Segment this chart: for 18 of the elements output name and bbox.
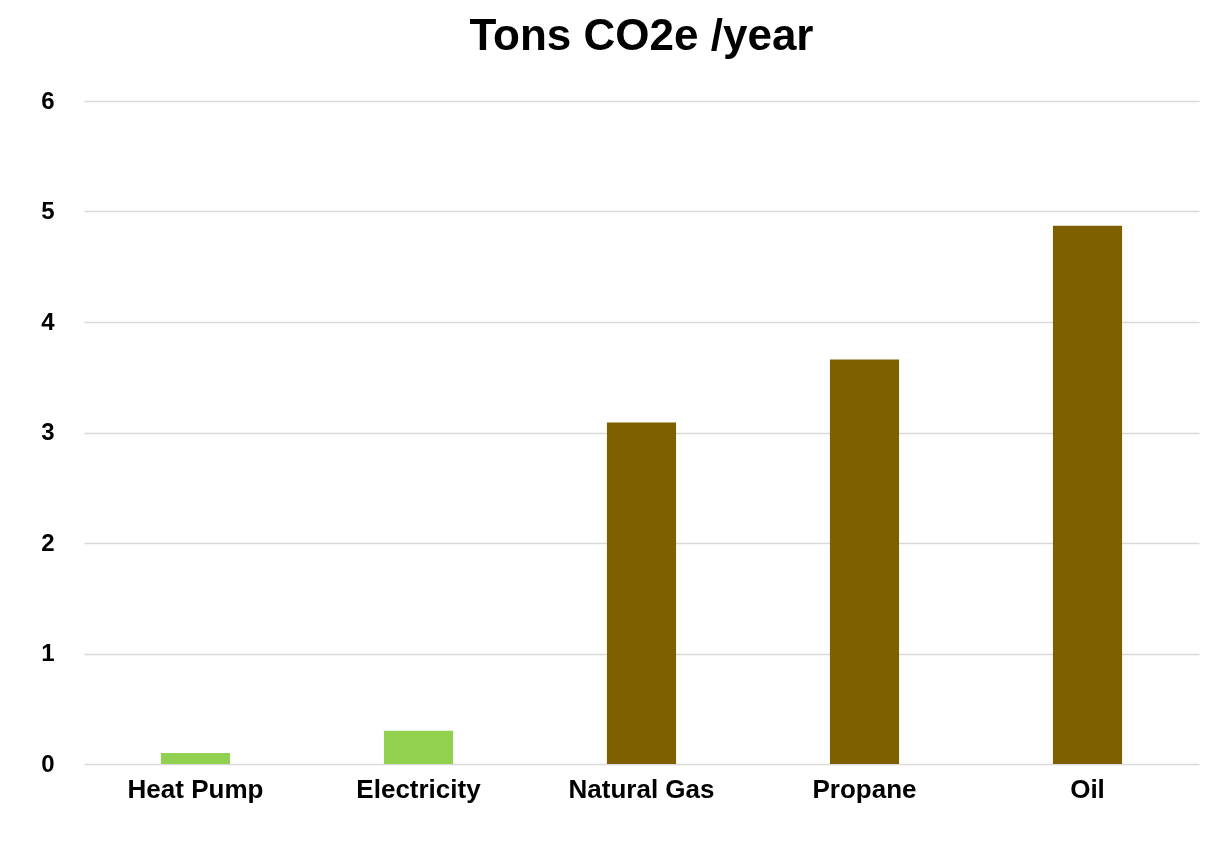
y-tick-label: 2 — [41, 528, 55, 556]
y-tick-label: 3 — [41, 418, 55, 445]
y-tick-label: 5 — [41, 197, 55, 224]
y-tick-label: 1 — [41, 639, 55, 666]
bar — [383, 730, 454, 764]
y-tick-label: 4 — [41, 307, 56, 335]
chart-title: Tons CO2e /year — [469, 10, 814, 59]
y-tick-label: 0 — [41, 749, 55, 777]
y-tick-label: 6 — [41, 86, 55, 114]
bar — [160, 752, 231, 764]
x-tick-label: Electricity — [356, 773, 482, 804]
bar — [1052, 225, 1123, 764]
x-tick-label: Oil — [1070, 773, 1105, 804]
x-tick-label: Natural Gas — [568, 773, 715, 804]
bar — [606, 422, 677, 764]
x-tick-label: Propane — [812, 773, 917, 804]
bar — [829, 359, 900, 764]
x-tick-label: Heat Pump — [127, 773, 264, 804]
